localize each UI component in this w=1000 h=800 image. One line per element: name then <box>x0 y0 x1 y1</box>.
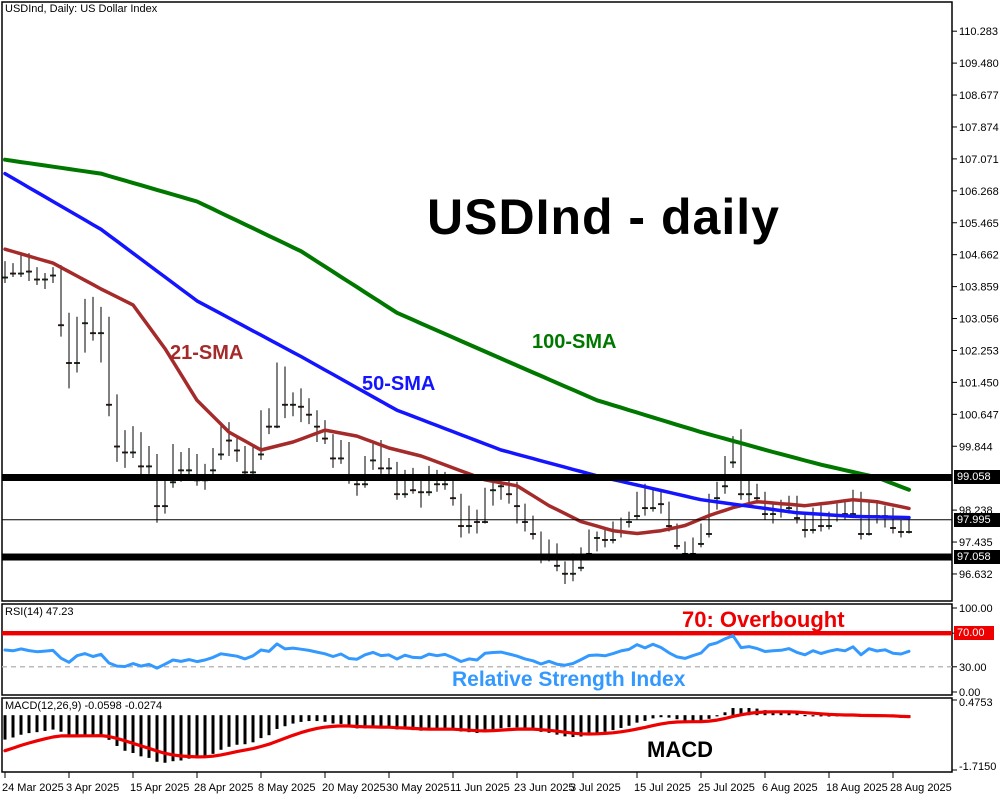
svg-text:101.450: 101.450 <box>959 377 999 389</box>
time-axis[interactable]: 24 Mar 2025 3 Apr 2025 15 Apr 2025 28 Apr 2… <box>2 772 952 794</box>
sma-50-label: 50-SMA <box>362 373 436 395</box>
svg-text:30 May 2025: 30 May 2025 <box>386 782 450 794</box>
price-panel[interactable] <box>1 1 953 602</box>
rsi-70-badge: 70.00 <box>954 626 994 640</box>
rsi-line <box>3 634 911 670</box>
macd-header: MACD(12,26,9) -0.0598 -0.0274 <box>5 700 163 712</box>
support-price-badge: 97.058 <box>954 550 1000 564</box>
svg-text:6 Aug 2025: 6 Aug 2025 <box>762 782 818 794</box>
svg-text:25 Jul 2025: 25 Jul 2025 <box>698 782 755 794</box>
candles-layer <box>2 253 912 584</box>
chart-title: USDInd - daily <box>427 189 780 245</box>
svg-text:100.00: 100.00 <box>959 603 993 615</box>
svg-text:18 Aug 2025: 18 Aug 2025 <box>826 782 888 794</box>
svg-text:108.677: 108.677 <box>959 90 999 102</box>
svg-text:103.056: 103.056 <box>959 314 999 326</box>
current-price-badge: 97.995 <box>954 513 1000 527</box>
sma-50-line <box>3 171 911 520</box>
svg-text:28 Aug 2025: 28 Aug 2025 <box>890 782 952 794</box>
svg-text:104.662: 104.662 <box>959 250 999 262</box>
svg-text:15 Jul 2025: 15 Jul 2025 <box>634 782 691 794</box>
symbol-label: USDInd, Daily: US Dollar Index <box>5 3 158 15</box>
svg-text:3 Jul 2025: 3 Jul 2025 <box>570 782 621 794</box>
svg-text:30.00: 30.00 <box>959 662 987 674</box>
sma-21-line <box>3 247 911 536</box>
svg-text:97.435: 97.435 <box>959 537 993 549</box>
svg-text:109.480: 109.480 <box>959 58 999 70</box>
rsi-panel[interactable] <box>1 603 953 696</box>
sma-100-line <box>3 157 911 492</box>
svg-text:20 May 2025: 20 May 2025 <box>322 782 386 794</box>
svg-text:102.253: 102.253 <box>959 345 999 357</box>
svg-text:106.268: 106.268 <box>959 186 999 198</box>
svg-text:103.859: 103.859 <box>959 282 999 294</box>
svg-text:107.874: 107.874 <box>959 122 999 134</box>
rsi-axis[interactable]: 100.00 30.00 0.00 <box>952 603 993 699</box>
svg-text:8 May 2025: 8 May 2025 <box>258 782 315 794</box>
svg-text:0.4753: 0.4753 <box>959 697 993 709</box>
svg-text:105.465: 105.465 <box>959 218 999 230</box>
macd-axis[interactable]: 0.4753 -1.7150 <box>952 697 996 773</box>
macd-signal-line <box>3 710 911 759</box>
macd-panel[interactable] <box>1 697 953 773</box>
svg-text:11 Jun 2025: 11 Jun 2025 <box>450 782 510 794</box>
svg-text:99.844: 99.844 <box>959 441 993 453</box>
sma-21-label: 21-SMA <box>170 342 244 364</box>
rsi-header: RSI(14) 47.23 <box>5 606 74 618</box>
svg-text:-1.7150: -1.7150 <box>959 761 996 773</box>
svg-text:110.283: 110.283 <box>959 26 998 38</box>
resistance-line[interactable] <box>2 474 952 482</box>
svg-text:23 Jun 2025: 23 Jun 2025 <box>514 782 575 794</box>
svg-text:107.071: 107.071 <box>959 154 999 166</box>
support-line[interactable] <box>2 553 952 561</box>
svg-text:96.632: 96.632 <box>959 569 993 581</box>
rsi-overbought-annotation: 70: Overbought <box>682 607 845 632</box>
svg-text:0.00: 0.00 <box>959 687 980 699</box>
resistance-price-badge: 99.058 <box>954 470 1000 484</box>
svg-text:24 Mar 2025: 24 Mar 2025 <box>2 782 64 794</box>
svg-text:28 Apr 2025: 28 Apr 2025 <box>194 782 253 794</box>
price-axis[interactable]: 110.283 109.480 108.677 107.874 107.071 106.2… <box>952 26 999 581</box>
macd-histogram <box>3 708 911 763</box>
sma-100-label: 100-SMA <box>532 331 617 353</box>
svg-text:100.647: 100.647 <box>959 409 999 421</box>
svg-text:15 Apr 2025: 15 Apr 2025 <box>130 782 189 794</box>
rsi-overbought-line[interactable] <box>2 631 952 636</box>
rsi-watermark: Relative Strength Index <box>452 668 686 691</box>
svg-text:3 Apr 2025: 3 Apr 2025 <box>66 782 119 794</box>
macd-watermark: MACD <box>647 737 713 762</box>
